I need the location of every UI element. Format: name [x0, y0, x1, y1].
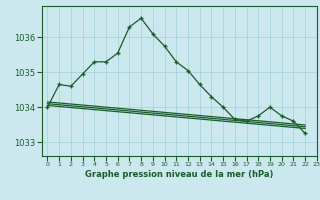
X-axis label: Graphe pression niveau de la mer (hPa): Graphe pression niveau de la mer (hPa) [85, 170, 273, 179]
